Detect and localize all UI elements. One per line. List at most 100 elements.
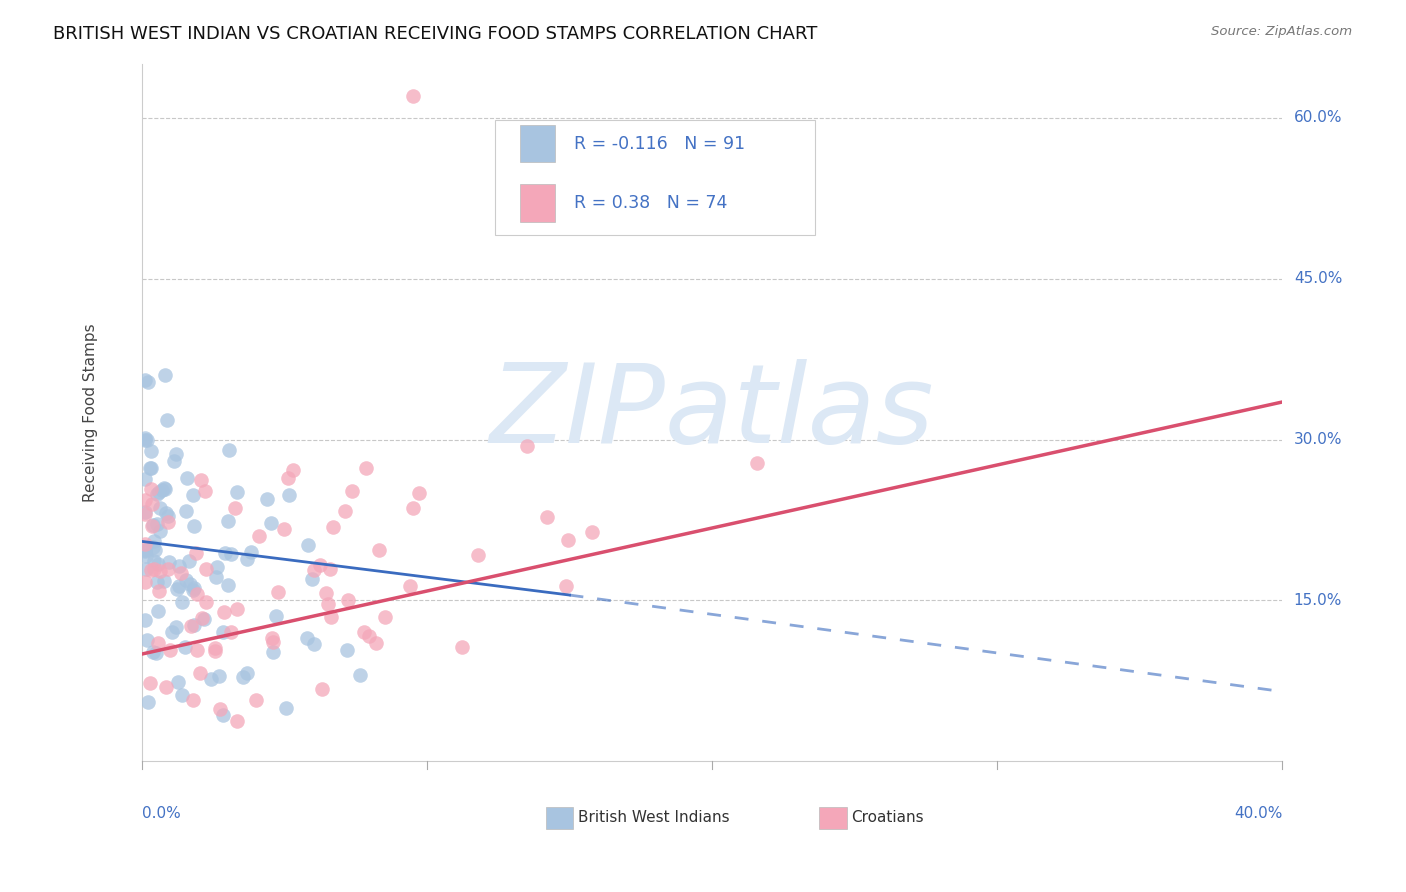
Point: [349, 668, 371, 682]
Point: [157, 555, 180, 569]
Point: [153, 574, 176, 589]
Point: [150, 483, 173, 497]
Point: [184, 545, 207, 559]
FancyBboxPatch shape: [546, 806, 574, 829]
Point: [148, 564, 170, 578]
FancyBboxPatch shape: [520, 125, 555, 162]
FancyBboxPatch shape: [495, 120, 814, 235]
Point: [134, 472, 156, 486]
Point: [308, 558, 330, 572]
Point: [142, 554, 165, 568]
Point: [155, 507, 177, 521]
Point: [160, 624, 183, 639]
Point: [142, 534, 165, 549]
Point: [402, 500, 425, 515]
Point: [167, 675, 190, 690]
Point: [190, 473, 212, 487]
Point: [135, 562, 157, 576]
Point: [218, 442, 240, 457]
Point: [159, 642, 181, 657]
Text: 45.0%: 45.0%: [1294, 271, 1343, 286]
Point: [143, 561, 166, 575]
Point: [311, 681, 333, 696]
FancyBboxPatch shape: [520, 184, 555, 221]
Point: [134, 543, 156, 558]
Point: [134, 492, 156, 507]
Point: [262, 644, 284, 658]
Point: [256, 491, 278, 506]
Point: [153, 482, 176, 496]
Point: [136, 375, 159, 389]
Point: [357, 629, 380, 643]
Point: [354, 461, 377, 475]
Point: [273, 522, 295, 536]
Point: [195, 562, 218, 576]
Point: [297, 632, 319, 646]
Point: [134, 431, 156, 445]
Point: [278, 488, 301, 502]
Point: [262, 635, 284, 649]
Point: [226, 485, 249, 500]
Point: [172, 688, 194, 702]
Point: [173, 640, 195, 655]
Point: [135, 632, 157, 647]
Point: [364, 636, 387, 650]
Point: [183, 618, 205, 632]
Point: [297, 538, 319, 552]
Point: [581, 525, 603, 540]
Point: [259, 516, 281, 530]
Point: [139, 675, 162, 690]
Point: [146, 604, 169, 618]
Point: [153, 368, 176, 383]
Point: [337, 593, 360, 607]
Point: [181, 582, 204, 597]
Point: [245, 693, 267, 707]
Text: 0.0%: 0.0%: [142, 806, 180, 822]
Point: [134, 613, 156, 627]
Point: [322, 520, 344, 534]
Point: [183, 581, 205, 595]
Point: [169, 578, 191, 592]
Point: [281, 463, 304, 477]
Text: 15.0%: 15.0%: [1294, 593, 1343, 608]
Point: [217, 578, 239, 592]
Point: [149, 524, 172, 538]
Point: [236, 666, 259, 681]
Text: Croatians: Croatians: [851, 810, 924, 825]
Point: [235, 552, 257, 566]
Text: Receiving Food Stamps: Receiving Food Stamps: [83, 324, 98, 502]
Point: [155, 680, 177, 694]
Point: [302, 563, 325, 577]
Point: [134, 508, 156, 522]
Point: [212, 605, 235, 619]
Point: [134, 544, 156, 558]
Point: [217, 514, 239, 528]
Point: [145, 487, 167, 501]
Point: [134, 505, 156, 519]
Point: [181, 692, 204, 706]
Point: [277, 470, 299, 484]
Point: [172, 595, 194, 609]
Text: Source: ZipAtlas.com: Source: ZipAtlas.com: [1212, 25, 1353, 38]
Point: [180, 618, 202, 632]
Point: [226, 602, 249, 616]
Point: [139, 443, 162, 458]
Point: [450, 640, 472, 655]
Text: British West Indians: British West Indians: [578, 810, 730, 825]
FancyBboxPatch shape: [820, 806, 846, 829]
Point: [225, 714, 247, 728]
Point: [176, 471, 198, 485]
Point: [315, 586, 337, 600]
Point: [134, 433, 156, 447]
Point: [219, 625, 242, 640]
Point: [136, 433, 159, 447]
Point: [146, 575, 169, 590]
Point: [186, 587, 208, 601]
Point: [165, 447, 187, 461]
Text: R = -0.116   N = 91: R = -0.116 N = 91: [574, 135, 745, 153]
Point: [141, 563, 163, 577]
Point: [214, 546, 236, 560]
Point: [212, 625, 235, 640]
Point: [267, 585, 290, 599]
Point: [136, 695, 159, 709]
